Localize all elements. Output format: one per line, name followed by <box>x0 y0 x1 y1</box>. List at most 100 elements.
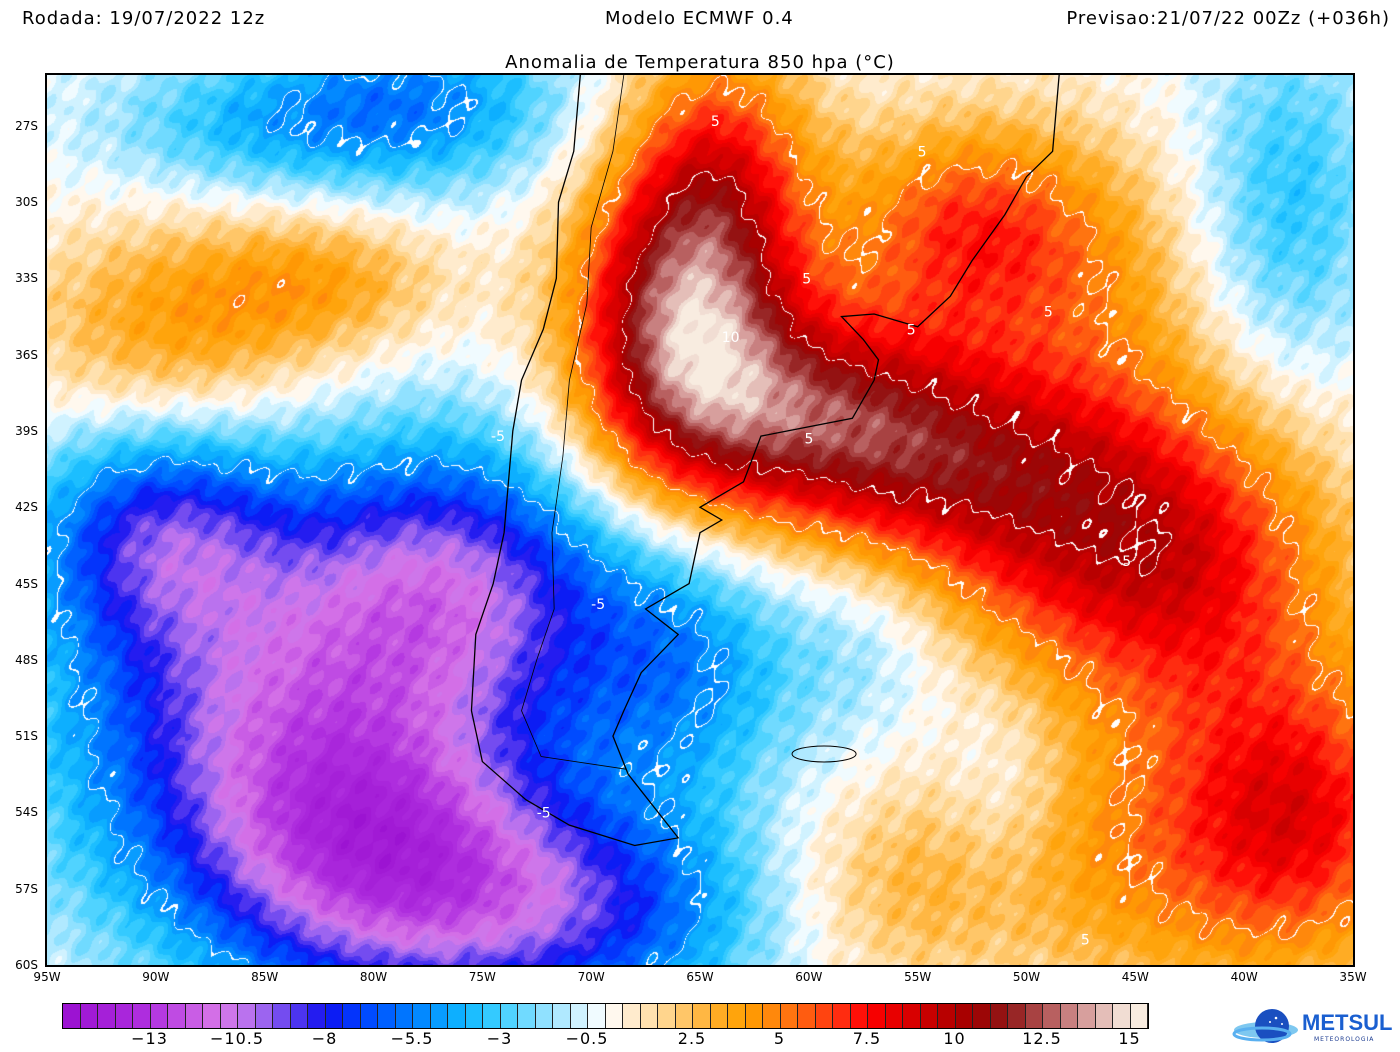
colorbar-label: −8 <box>311 1029 338 1048</box>
colorbar-label: 15 <box>1118 1029 1141 1048</box>
colorbar-box <box>535 1004 553 1028</box>
colorbar <box>62 1003 1149 1029</box>
lon-tick-label: 55W <box>904 970 932 984</box>
lon-tick-label: 70W <box>577 970 605 984</box>
colorbar-box <box>780 1004 798 1028</box>
colorbar-box <box>693 1004 711 1028</box>
lon-tick-label: 75W <box>468 970 496 984</box>
contour-label: 5 <box>907 322 916 338</box>
lat-tick-label: 57S <box>15 881 38 896</box>
coastline <box>470 75 1060 847</box>
contour-label: 5 <box>802 272 811 288</box>
contour-label: 5 <box>1044 305 1053 321</box>
colorbar-box <box>238 1004 256 1028</box>
forecast-time-label: Previsao:21/07/22 00Zz (+036h) <box>1066 8 1390 29</box>
colorbar-box <box>483 1004 501 1028</box>
lat-tick-label: 45S <box>15 576 38 591</box>
colorbar-box <box>938 1004 956 1028</box>
temperature-anomaly-map: 5 5 5 5 5 10 5 5 -5 -5 -5 5 <box>45 73 1355 967</box>
lat-tick-label: 39S <box>15 424 38 438</box>
lon-tick-label: 95W <box>33 970 61 984</box>
contour-label: 5 <box>918 144 927 160</box>
colorbar-box <box>1078 1004 1096 1028</box>
colorbar-box <box>133 1004 151 1028</box>
anomaly-field <box>47 75 1353 965</box>
colorbar-box <box>465 1004 483 1028</box>
colorbar-box <box>255 1004 273 1028</box>
colorbar-label: −3 <box>486 1029 513 1048</box>
colorbar-box <box>273 1004 291 1028</box>
colorbar-box <box>115 1004 133 1028</box>
colorbar-box <box>675 1004 693 1028</box>
lon-tick-label: 50W <box>1012 970 1041 984</box>
lat-tick-label: 33S <box>15 271 38 286</box>
contour-label: -5 <box>537 806 551 822</box>
colorbar-box <box>168 1004 186 1028</box>
colorbar-box <box>605 1004 623 1028</box>
colorbar-box <box>745 1004 763 1028</box>
contour-label: 5 <box>1081 933 1090 949</box>
metsul-logo: METSUL METEOROLOGIA <box>1232 1008 1392 1048</box>
colorbar-box <box>903 1004 921 1028</box>
colorbar-box <box>990 1004 1008 1028</box>
contour-label: 5 <box>711 114 720 130</box>
colorbar-box <box>98 1004 116 1028</box>
logo-subtext: METEOROLOGIA <box>1314 1036 1375 1043</box>
colorbar-label: 2.5 <box>677 1029 707 1048</box>
lon-tick-label: 60W <box>795 970 823 984</box>
lon-tick-label: 65W <box>686 970 714 984</box>
colorbar-box <box>500 1004 518 1028</box>
colorbar-box <box>63 1004 81 1028</box>
colorbar-box <box>395 1004 413 1028</box>
colorbar-box <box>815 1004 833 1028</box>
colorbar-box <box>640 1004 658 1028</box>
map-title: Anomalia de Temperatura 850 hpa (°C) <box>505 52 895 73</box>
lon-tick-label: 35W <box>1339 970 1367 984</box>
colorbar-box <box>763 1004 781 1028</box>
colorbar-label: 7.5 <box>852 1029 882 1048</box>
colorbar-box <box>430 1004 448 1028</box>
colorbar-box <box>220 1004 238 1028</box>
colorbar-box <box>623 1004 641 1028</box>
lat-tick-label: 48S <box>15 652 38 667</box>
colorbar-box <box>553 1004 571 1028</box>
lon-tick-label: 40W <box>1230 970 1258 984</box>
lon-tick-label: 85W <box>251 970 279 984</box>
colorbar-box <box>798 1004 816 1028</box>
colorbar-label: 10 <box>943 1029 966 1048</box>
contour-label: -5 <box>591 597 605 613</box>
colorbar-label: −10.5 <box>209 1029 265 1048</box>
colorbar-box <box>1008 1004 1026 1028</box>
colorbar-box <box>955 1004 973 1028</box>
colorbar-box <box>1060 1004 1078 1028</box>
colorbar-box <box>1113 1004 1131 1028</box>
map-overlay: 5 5 5 5 5 10 5 5 -5 -5 -5 5 <box>470 75 1131 949</box>
colorbar-box <box>920 1004 938 1028</box>
colorbar-label: 5 <box>773 1029 786 1048</box>
colorbar-box <box>1095 1004 1113 1028</box>
model-label: Modelo ECMWF 0.4 <box>605 8 794 29</box>
colorbar-box <box>378 1004 396 1028</box>
colorbar-box <box>570 1004 588 1028</box>
contour-label: -5 <box>491 429 505 445</box>
contour-label: 5 <box>1122 554 1131 570</box>
colorbar-box <box>325 1004 343 1028</box>
colorbar-box <box>588 1004 606 1028</box>
lat-tick-label: 54S <box>15 805 38 820</box>
lat-tick-label: 36S <box>15 347 38 362</box>
colorbar-box <box>290 1004 308 1028</box>
colorbar-box <box>658 1004 676 1028</box>
colorbar-label: 12.5 <box>1022 1029 1062 1048</box>
lat-tick-label: 30S <box>15 195 38 210</box>
colorbar-label: −5.5 <box>390 1029 434 1048</box>
country-border <box>521 75 627 770</box>
colorbar-box <box>850 1004 868 1028</box>
colorbar-box <box>360 1004 378 1028</box>
colorbar-box <box>448 1004 466 1028</box>
contour-label: 10 <box>722 330 740 346</box>
lon-tick-label: 80W <box>359 970 388 984</box>
colorbar-box <box>1130 1004 1148 1028</box>
colorbar-label: −13 <box>131 1029 168 1048</box>
colorbar-box <box>728 1004 746 1028</box>
contour-label: 5 <box>804 432 813 448</box>
